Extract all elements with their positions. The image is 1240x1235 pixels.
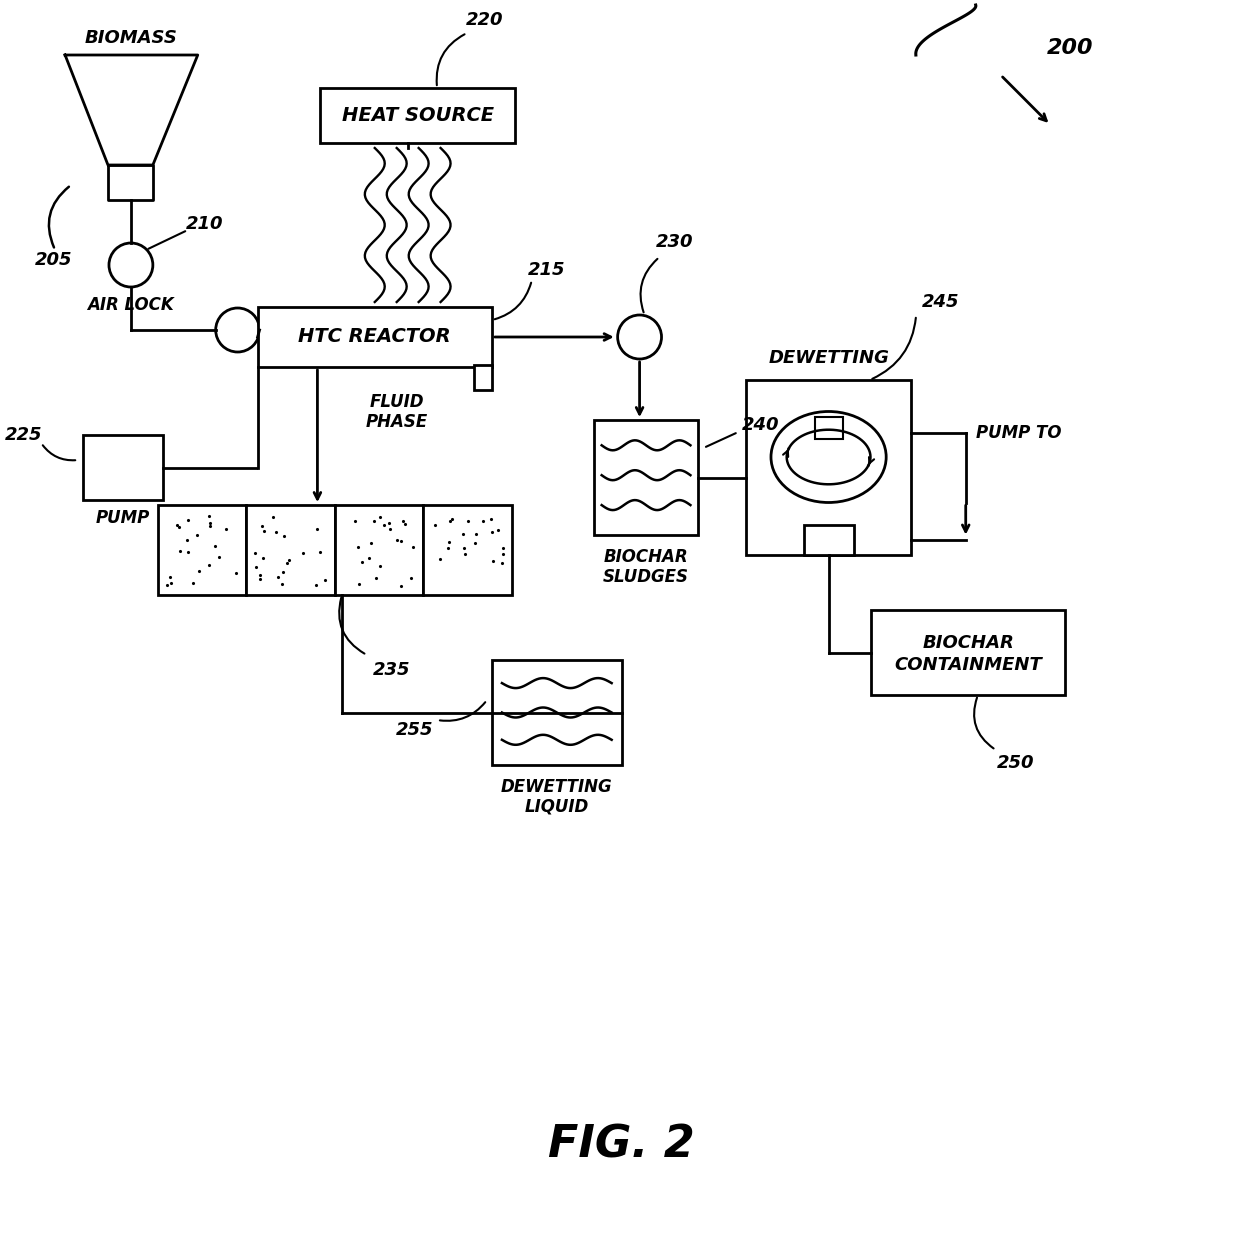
Bar	[423, 505, 512, 595]
Text: LIQUID: LIQUID	[525, 798, 589, 816]
Text: 225: 225	[5, 426, 42, 445]
Text: BIOCHAR: BIOCHAR	[923, 634, 1014, 652]
Text: DEWETTING: DEWETTING	[768, 350, 889, 367]
Bar	[474, 366, 492, 390]
Text: PUMP TO: PUMP TO	[976, 424, 1061, 441]
Text: BIOCHAR: BIOCHAR	[604, 548, 688, 566]
Text: PUMP: PUMP	[95, 509, 150, 527]
Text: AIR LOCK: AIR LOCK	[88, 296, 175, 314]
Text: 240: 240	[742, 416, 779, 433]
Bar	[335, 505, 423, 595]
Text: 245: 245	[923, 293, 960, 311]
Text: 250: 250	[997, 755, 1034, 772]
Ellipse shape	[771, 411, 887, 503]
Bar	[83, 435, 162, 500]
Bar	[247, 505, 335, 595]
Bar	[815, 416, 842, 438]
Text: DEWETTING: DEWETTING	[501, 778, 613, 797]
Text: PHASE: PHASE	[366, 412, 428, 431]
Bar	[594, 420, 698, 535]
Text: 210: 210	[186, 215, 223, 233]
Text: FLUID: FLUID	[370, 393, 424, 411]
Text: HEAT SOURCE: HEAT SOURCE	[341, 106, 494, 125]
Bar	[258, 308, 492, 367]
Bar	[157, 505, 247, 595]
Text: 255: 255	[396, 721, 433, 739]
Circle shape	[216, 308, 259, 352]
Bar	[320, 88, 515, 143]
Text: 220: 220	[466, 11, 503, 28]
Text: HTC REACTOR: HTC REACTOR	[299, 327, 451, 347]
Text: 205: 205	[35, 251, 72, 269]
Text: 215: 215	[528, 261, 565, 279]
Text: 200: 200	[1048, 38, 1094, 58]
Text: 230: 230	[656, 233, 693, 251]
Text: CONTAINMENT: CONTAINMENT	[894, 656, 1042, 673]
Circle shape	[618, 315, 661, 359]
Text: 235: 235	[373, 661, 410, 679]
Text: FIG. 2: FIG. 2	[548, 1124, 694, 1167]
Bar	[870, 610, 1065, 695]
Bar	[746, 380, 911, 555]
Bar	[492, 659, 621, 764]
Bar	[804, 525, 853, 555]
Circle shape	[109, 243, 153, 287]
Text: SLUDGES: SLUDGES	[603, 568, 689, 585]
Text: BIOMASS: BIOMASS	[84, 28, 177, 47]
